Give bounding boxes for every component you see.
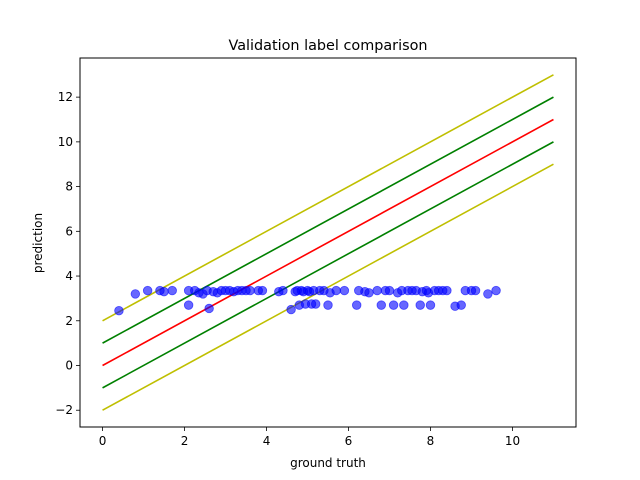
chart-title: Validation label comparison (228, 38, 427, 54)
y-tick-label: 4 (65, 269, 73, 283)
data-point (323, 300, 333, 310)
axes-frame (79, 57, 577, 428)
x-tick-label: 8 (427, 434, 435, 448)
y-tick-label: 6 (65, 224, 73, 238)
data-point (339, 285, 350, 296)
data-point (456, 300, 466, 310)
reference-line-2 (102, 118, 554, 367)
data-point (159, 287, 169, 297)
data-point (311, 299, 321, 309)
data-point (167, 285, 177, 296)
data-point (114, 306, 124, 316)
x-tick-label: 10 (505, 434, 520, 448)
data-point (491, 285, 501, 296)
data-point (483, 289, 493, 299)
data-point (257, 285, 268, 296)
data-point (388, 300, 399, 310)
data-point (425, 300, 436, 310)
data-point (183, 300, 194, 310)
x-axis-label: ground truth (290, 456, 366, 470)
x-tick-label: 6 (345, 434, 353, 448)
data-point (286, 304, 296, 315)
y-tick-label: 12 (58, 90, 73, 104)
data-point (384, 285, 395, 296)
data-point (142, 285, 153, 296)
data-point (204, 303, 214, 314)
data-points (114, 285, 501, 316)
reference-lines (102, 74, 554, 411)
reference-line-4 (102, 163, 554, 411)
data-point (331, 285, 341, 296)
x-axis-ticks: 0 2 4 6 8 10 (99, 427, 520, 448)
y-tick-label: −2 (55, 403, 73, 417)
data-point (130, 289, 141, 299)
y-axis-label: prediction (31, 213, 45, 273)
data-point (351, 300, 362, 310)
data-point (442, 285, 452, 296)
y-tick-label: 2 (65, 314, 73, 328)
data-point (376, 300, 386, 310)
data-point (364, 288, 374, 298)
x-tick-label: 4 (263, 434, 271, 448)
reference-line-1 (102, 96, 554, 344)
data-point (470, 285, 481, 296)
reference-line-3 (102, 141, 554, 389)
y-tick-label: 10 (58, 135, 73, 149)
x-tick-label: 2 (181, 434, 189, 448)
reference-line-0 (102, 74, 554, 322)
x-tick-label: 0 (99, 434, 107, 448)
y-axis-ticks: −2 0 2 4 6 8 10 12 (55, 90, 80, 417)
y-tick-label: 0 (65, 359, 73, 373)
data-point (278, 285, 288, 296)
data-point (245, 285, 255, 296)
data-point (399, 300, 409, 310)
y-tick-label: 8 (65, 180, 73, 194)
data-point (415, 300, 425, 310)
data-point (372, 285, 382, 296)
